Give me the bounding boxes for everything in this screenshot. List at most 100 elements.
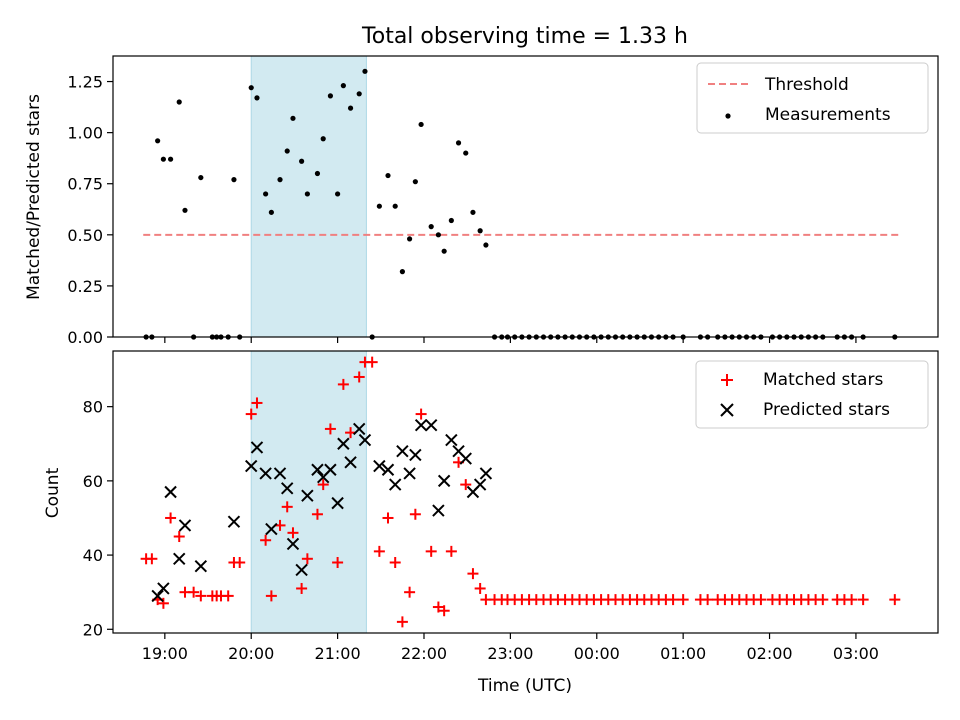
shaded-interval-rect [250,55,367,338]
measurement-point [412,179,418,185]
matched-star-point [396,616,408,628]
predicted-star-point [311,463,324,476]
bottom-legend: Matched stars Predicted stars [695,360,929,429]
measurement-point [418,121,424,128]
matched-star-point [817,594,829,606]
shaded-interval-rect [250,350,367,634]
predicted-star-point [245,459,258,473]
predicted-star-point [396,444,409,458]
predicted-legend-label: Predicted stars [763,400,890,420]
matched-star-point [337,378,349,390]
top-y-tick-label: 0.75 [67,175,103,194]
bottom-x-tick-label: 00:00 [574,644,620,663]
predicted-stars-points [151,419,493,603]
matched-star-point [432,601,444,613]
matched-star-point [301,553,313,565]
bottom-axes-frame [112,350,939,634]
measurement-point [406,236,413,242]
predicted-star-point [281,482,294,495]
measurement-point [428,224,434,230]
matched-star-point [373,545,385,557]
predicted-star-point [227,515,241,528]
matched-star-point [324,423,336,435]
matched-star-point [667,594,679,606]
bottom-x-tick-label: 03:00 [833,644,879,663]
predicted-star-point [331,496,344,510]
matched-star-point [755,594,767,606]
matched-star-point [382,512,394,524]
top-axes-frame [112,55,939,338]
predicted-star-point [286,537,300,551]
predicted-star-point [459,452,472,465]
predicted-star-point [473,478,487,491]
predicted-star-point [295,563,308,577]
bottom-legend-box [695,360,929,429]
measurement-point [304,191,310,197]
top-y-tick-label: 0.00 [67,328,103,347]
top-panel: Total observing time = 1.33 h 0.000.250.… [24,24,939,347]
matched-star-point [415,408,427,420]
top-y-axis: 0.00 0.25 0.50 0.75 1.00 1.25 [67,73,113,347]
measurement-point [362,68,368,74]
measurement-point [268,209,274,215]
top-y-tick-label: 1.25 [67,73,103,92]
predicted-star-point [445,433,458,447]
matched-star-point [311,508,323,520]
matched-star-point [438,605,450,617]
predicted-star-point [437,474,451,488]
matched-star-point [265,590,277,602]
predicted-star-point [352,422,366,436]
matched-star-point [296,582,308,594]
predicted-star-point [250,441,264,454]
predicted-star-point [173,552,186,565]
matched-star-point [317,479,329,491]
measurement-point [284,148,290,154]
measurement-point [441,248,447,254]
measurement-point [176,99,182,105]
matched-star-point [157,597,169,609]
measurement-point [448,217,454,224]
matched-star-point [467,568,479,580]
matched-star-point [404,586,416,598]
matched-star-point [281,501,293,513]
matched-star-point [245,408,257,420]
predicted-star-point [358,433,372,447]
predicted-star-point [479,467,493,480]
predicted-legend-swatch [720,403,734,417]
top-y-tick-label: 0.50 [67,226,103,245]
measurements-legend-swatch [725,113,731,119]
matched-star-point [173,531,185,543]
measurement-point [314,170,321,177]
matched-star-point [195,590,207,602]
matched-star-point [222,590,234,602]
matched-star-point [460,479,472,491]
measurement-point [376,203,382,209]
matched-star-point [260,534,272,546]
bottom-y-axis: 20 40 60 80 [83,398,113,639]
threshold-legend-label: Threshold [764,75,849,95]
measurements-legend-label: Measurements [765,105,891,125]
matched-legend-label: Matched stars [763,370,883,390]
predicted-star-point [403,467,416,480]
matched-star-point [425,545,437,557]
predicted-star-point [337,437,350,450]
predicted-star-point [373,459,386,473]
measurement-point [160,156,166,162]
measurement-point [320,136,326,142]
bottom-x-tick-label: 01:00 [660,644,706,663]
bottom-y-tick-label: 60 [83,472,103,491]
predicted-star-point [151,589,164,603]
top-y-tick-label: 1.00 [67,124,103,143]
matched-star-point [857,594,869,606]
top-legend-box [696,62,929,134]
measurement-point [277,177,283,183]
matched-legend-swatch [721,374,733,386]
measurement-point [263,191,269,197]
matched-star-point [702,594,714,606]
predicted-star-point [265,522,278,536]
bottom-y-tick-label: 40 [83,546,103,565]
predicted-star-point [273,467,287,480]
measurement-point [299,158,305,164]
bottom-y-label: Count [43,467,63,518]
